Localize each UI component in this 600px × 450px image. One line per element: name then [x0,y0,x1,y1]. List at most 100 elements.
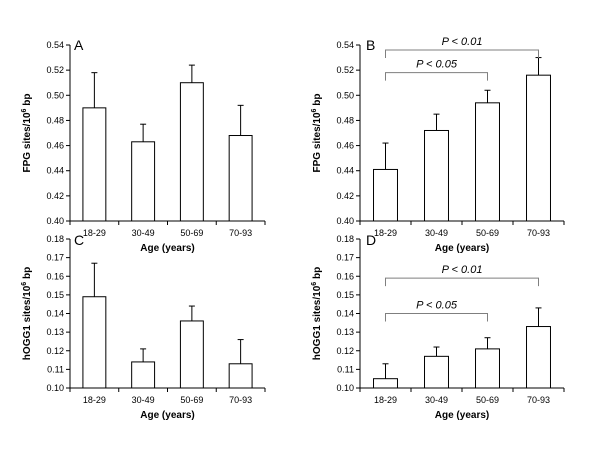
x-tick-label: 18-29 [374,228,397,238]
y-axis-label-sup: 6 [311,282,318,286]
y-tick-label: 0.11 [47,364,64,374]
bar [373,168,398,222]
x-axis-label: Age (years) [140,243,194,254]
y-axis-label-main: hOGG1 sites/10 [22,285,33,360]
y-tick-label: 0.18 [46,234,64,244]
y-tick-label: 0.52 [336,65,354,75]
y-tick-label: 0.46 [336,141,354,151]
x-tick-label: 30-49 [425,395,448,405]
bar [373,378,398,389]
y-tick-label: 0.16 [336,271,354,281]
x-tick-label: 30-49 [132,395,155,405]
x-tick-label: 50-69 [476,395,499,405]
panel-letter: C [74,232,84,248]
y-tick-label: 0.11 [337,364,354,374]
y-tick-label: 0.44 [46,166,64,176]
y-tick-label: 0.13 [336,327,354,337]
y-tick-label: 0.40 [336,216,354,226]
x-tick-label: 30-49 [425,228,448,238]
y-axis-label-sup: 6 [21,282,28,286]
bar [179,82,204,222]
x-tick-label: 50-69 [180,395,203,405]
bar [475,102,500,222]
x-axis-label: Age (years) [435,410,489,421]
significance-bracket [385,49,539,59]
bar [475,348,500,389]
bar [179,320,204,389]
x-tick-label: 50-69 [180,228,203,238]
y-tick-label: 0.12 [336,346,354,356]
y-tick-label: 0.42 [46,191,64,201]
significance-bracket [385,72,488,81]
y-tick-label: 0.42 [336,191,354,201]
y-tick-label: 0.54 [336,40,354,50]
p-value-label: P < 0.05 [416,59,458,71]
bar [82,296,107,389]
bar [526,74,551,222]
y-tick-label: 0.12 [46,346,64,356]
panel-b: 0.40 0.42 0.44 0.46 0.48 0.50 0.52 0.54 18-29 30-… [311,36,565,254]
y-tick-label: 0.17 [46,253,64,263]
y-tick-label: 0.18 [336,234,354,244]
y-tick-label: 0.48 [46,115,64,125]
y-axis-label: FPG sites/106 bp [21,94,33,173]
panel-d: 0.10 0.11 0.12 0.13 0.14 0.15 0.16 0.17 0.18 18-2… [311,232,565,421]
panel-a: 0.40 0.42 0.44 0.46 0.48 0.50 0.52 0.54 18-29 30-… [21,37,266,254]
y-tick-label: 0.44 [336,166,354,176]
x-tick-label: 70-93 [229,228,252,238]
significance-bracket [385,277,539,287]
x-axis-label: Age (years) [435,243,489,254]
y-tick-label: 0.10 [46,383,64,393]
y-axis-label-main: FPG sites/10 [22,112,33,172]
y-axis-label-suffix: bp [22,94,33,109]
y-tick-label: 0.15 [46,290,64,300]
y-axis-label-suffix: bp [312,267,323,282]
p-value-label: P < 0.01 [442,264,483,276]
y-tick-label: 0.50 [46,90,64,100]
x-tick-label: 18-29 [83,395,106,405]
bar [228,363,253,389]
y-tick-label: 0.50 [336,90,354,100]
x-tick-label: 70-93 [229,395,252,405]
x-axis-label: Age (years) [140,410,194,421]
y-tick-label: 0.14 [46,309,64,319]
y-axis-label-main: FPG sites/10 [312,112,323,172]
y-axis-label: hOGG1 sites/106 bp [21,267,33,360]
p-value-label: P < 0.01 [442,36,483,48]
panel-letter: B [366,37,375,53]
bar [131,361,156,389]
y-axis-label-sup: 6 [21,108,28,112]
bar [82,107,107,222]
x-tick-label: 70-93 [527,228,550,238]
y-tick-label: 0.52 [46,65,64,75]
y-axis-label: hOGG1 sites/106 bp [311,267,323,360]
y-axis-label-main: hOGG1 sites/10 [312,285,323,360]
y-tick-label: 0.10 [336,383,354,393]
bar [228,135,253,222]
x-tick-label: 50-69 [476,228,499,238]
y-tick-label: 0.16 [46,271,64,281]
panel-letter: D [366,232,376,248]
bar [131,141,156,222]
y-axis-label-suffix: bp [312,94,323,109]
x-tick-label: 18-29 [374,395,397,405]
significance-bracket [385,313,488,322]
y-axis-label: FPG sites/106 bp [311,94,323,173]
y-tick-label: 0.17 [336,253,354,263]
y-tick-label: 0.13 [46,327,64,337]
y-tick-label: 0.40 [46,216,64,226]
y-tick-label: 0.46 [46,141,64,151]
x-tick-label: 70-93 [527,395,550,405]
p-value-label: P < 0.05 [416,300,458,312]
y-tick-label: 0.54 [46,40,64,50]
y-tick-label: 0.15 [336,290,354,300]
y-axis-label-suffix: bp [22,267,33,282]
bar [424,129,449,222]
y-axis-label-sup: 6 [311,108,318,112]
x-tick-label: 18-29 [83,228,106,238]
panel-letter: A [74,37,84,53]
panel-c: 0.10 0.11 0.12 0.13 0.14 0.15 0.16 0.17 0.18 18-2… [21,232,266,421]
y-tick-label: 0.48 [336,115,354,125]
bar [526,326,551,389]
